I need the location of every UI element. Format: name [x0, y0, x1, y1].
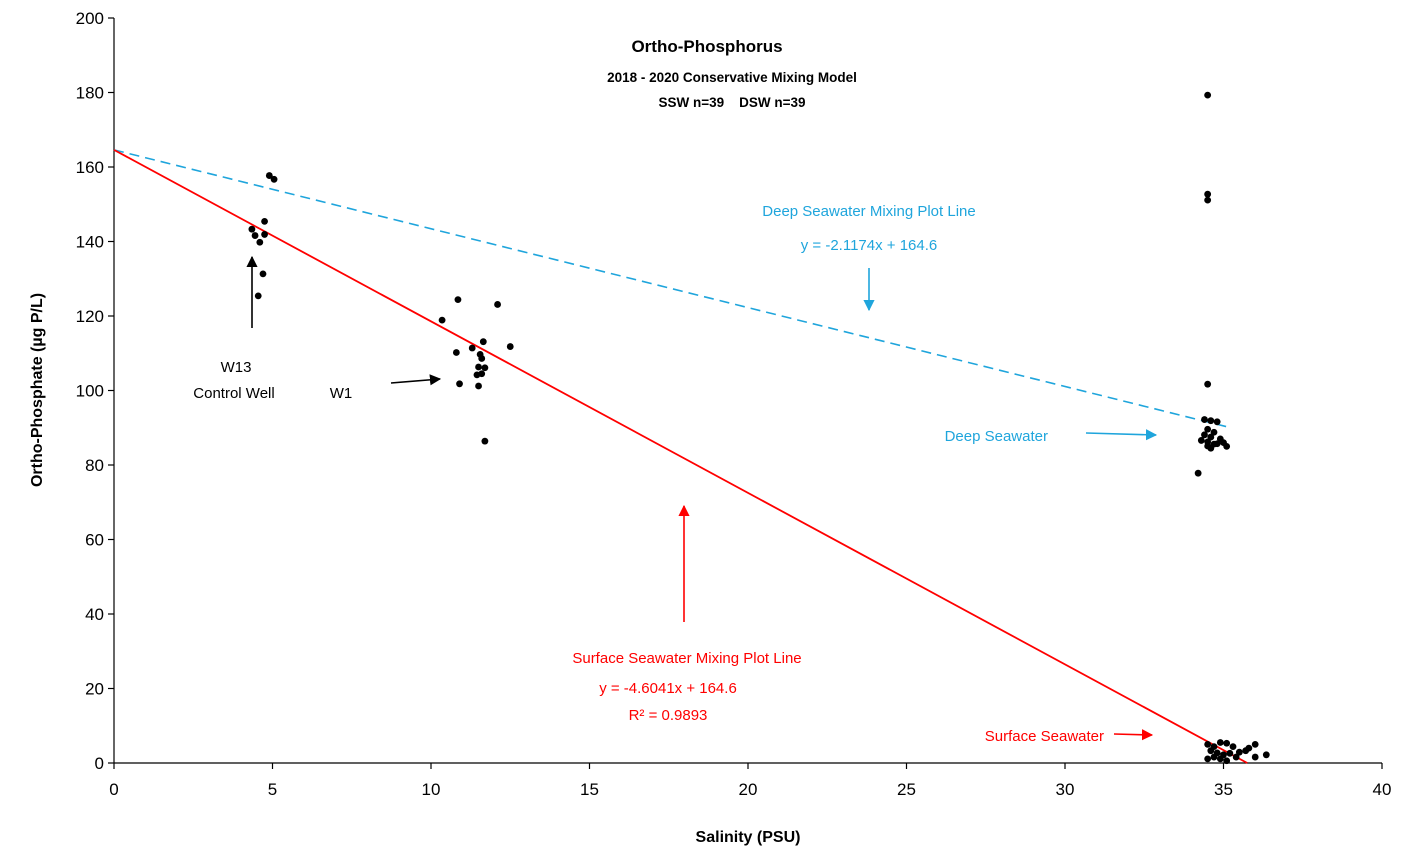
deep-line-label: Deep Seawater Mixing Plot Line — [762, 203, 975, 220]
surface-line-r2: R² = 0.9893 — [629, 707, 708, 724]
data-point — [1204, 196, 1212, 204]
data-point — [1201, 416, 1208, 423]
y-tick-label: 60 — [85, 531, 104, 550]
surface-seawater-arrow — [1113, 729, 1154, 741]
data-point — [1229, 743, 1237, 751]
data-point — [265, 172, 273, 179]
data-point — [506, 343, 514, 350]
deep-seawater-label: Deep Seawater — [945, 428, 1048, 445]
y-tick-label: 180 — [76, 84, 104, 103]
y-tick-label: 120 — [76, 307, 104, 326]
y-ticks: 0 20 40 60 80 100 120 140 160 180 200 — [76, 9, 114, 773]
w1-label: W1 — [330, 385, 353, 402]
data-point — [1216, 755, 1224, 763]
data-point — [1245, 744, 1253, 752]
y-tick-label: 100 — [76, 382, 104, 401]
data-point — [1251, 740, 1259, 748]
data-point — [456, 380, 463, 388]
chart-title: Ortho-Phosphorus — [631, 37, 782, 56]
data-point — [468, 344, 476, 352]
data-point — [454, 296, 462, 304]
x-tick-label: 10 — [422, 780, 441, 799]
data-point — [1194, 469, 1202, 477]
data-point — [254, 292, 262, 300]
data-point — [1201, 431, 1208, 439]
x-tick-label: 20 — [739, 780, 758, 799]
data-point — [1207, 747, 1215, 755]
data-point — [494, 301, 501, 308]
x-tick-label: 35 — [1214, 780, 1233, 799]
data-point — [256, 238, 264, 246]
data-point — [478, 355, 486, 362]
data-point — [1213, 418, 1221, 426]
data-point — [1207, 444, 1215, 452]
data-point — [1210, 428, 1218, 436]
data-point — [1210, 753, 1218, 761]
surface-seawater-mixing-line — [113, 149, 1248, 764]
y-tick-label: 160 — [76, 158, 104, 177]
surface-line-label: Surface Seawater Mixing Plot Line — [572, 650, 801, 667]
y-tick-label: 140 — [76, 233, 104, 252]
data-point — [259, 270, 267, 278]
surface-line-equation: y = -4.6041x + 164.6 — [599, 680, 737, 697]
w13-sublabel: Control Well — [193, 385, 274, 402]
x-tick-label: 30 — [1056, 780, 1075, 799]
x-tick-label: 5 — [268, 780, 277, 799]
chart-subtitle-line-1: 2018 - 2020 Conservative Mixing Model — [607, 70, 857, 85]
y-tick-label: 0 — [95, 754, 104, 773]
y-axis-label: Ortho-Phosphate (µg P/L) — [29, 293, 46, 487]
x-tick-label: 40 — [1373, 780, 1392, 799]
data-point — [270, 175, 278, 183]
data-point — [1197, 437, 1205, 444]
deep-seawater-mixing-line — [113, 149, 1231, 429]
data-point — [1216, 739, 1224, 746]
y-tick-label: 200 — [76, 9, 104, 28]
data-point — [1204, 425, 1212, 433]
data-points — [248, 91, 1270, 765]
data-point — [1223, 739, 1231, 747]
data-point — [478, 370, 486, 378]
data-point — [475, 363, 482, 371]
data-point — [479, 338, 487, 346]
data-point — [1251, 753, 1259, 761]
data-point — [481, 364, 489, 372]
data-point — [481, 437, 489, 445]
surface-seawater-label: Surface Seawater — [985, 728, 1104, 745]
x-ticks: 0 5 10 15 20 25 30 35 40 — [109, 763, 1391, 799]
data-point — [1204, 740, 1212, 748]
x-tick-label: 0 — [109, 780, 118, 799]
data-point — [1223, 442, 1231, 450]
x-axis-label: Salinity (PSU) — [696, 829, 801, 846]
data-point — [475, 382, 482, 390]
data-point — [452, 349, 460, 356]
chart-subtitle-line-2: SSW n=39 DSW n=39 — [658, 95, 805, 110]
data-point — [1207, 433, 1215, 441]
data-point — [1204, 91, 1212, 99]
data-point — [248, 225, 256, 233]
data-point — [1207, 417, 1215, 425]
data-point — [261, 231, 268, 238]
y-tick-label: 80 — [85, 456, 104, 475]
data-point — [1262, 751, 1270, 759]
data-point — [1235, 748, 1243, 756]
data-point — [1204, 380, 1212, 388]
data-point — [438, 316, 446, 324]
data-point — [1223, 757, 1231, 765]
w1-arrow — [390, 374, 442, 386]
data-point — [1213, 440, 1221, 448]
data-point — [1204, 755, 1212, 763]
data-point — [1204, 190, 1212, 198]
data-point — [261, 217, 268, 225]
x-tick-label: 15 — [580, 780, 599, 799]
data-point — [1226, 749, 1234, 757]
deep-seawater-arrow — [1085, 429, 1158, 441]
x-tick-label: 25 — [897, 780, 916, 799]
data-point — [251, 232, 259, 239]
y-tick-label: 40 — [85, 605, 104, 624]
y-tick-label: 20 — [85, 680, 104, 699]
w13-label: W13 — [221, 359, 252, 376]
deep-line-equation: y = -2.1174x + 164.6 — [801, 237, 938, 254]
data-point — [1232, 753, 1240, 761]
